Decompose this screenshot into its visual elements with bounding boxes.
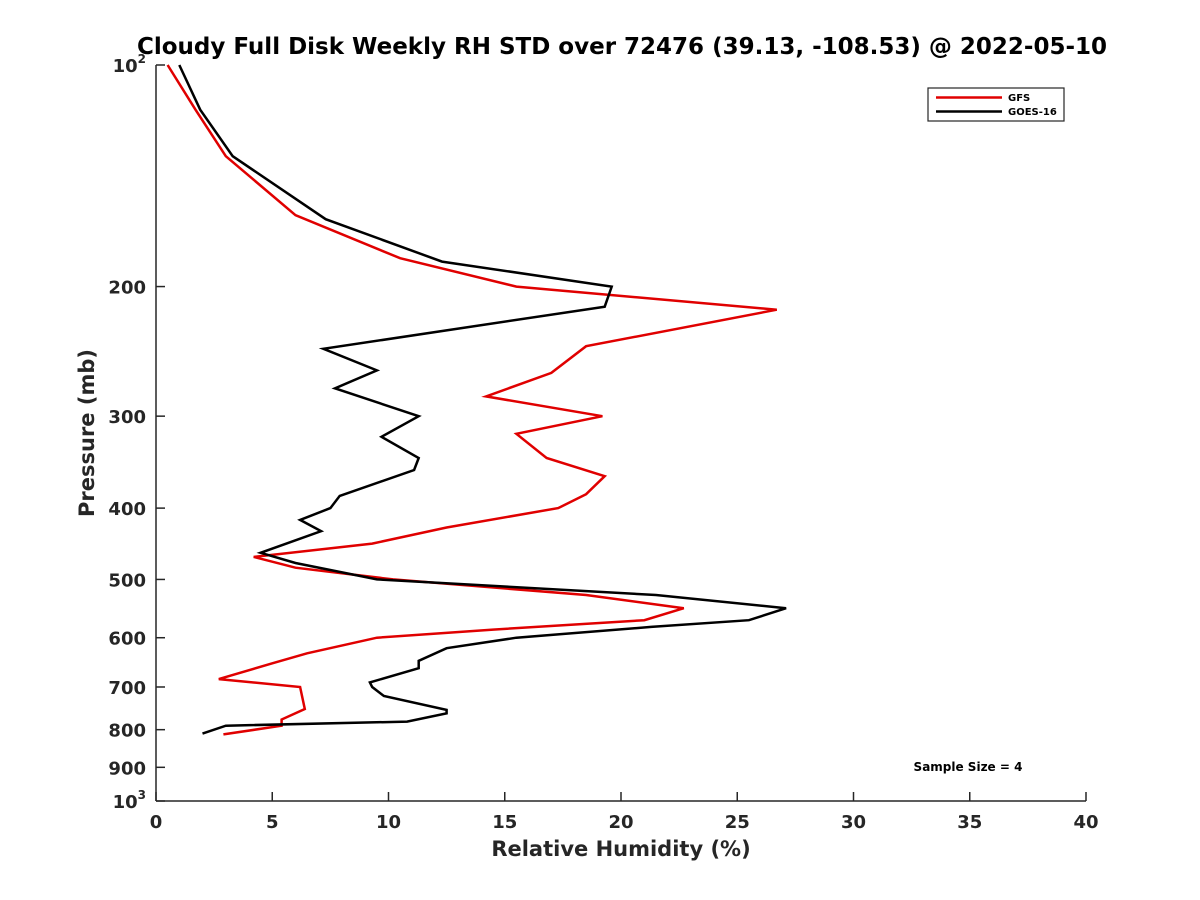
y-axis-label: Pressure (mb) [75,349,99,517]
x-tick-label: 5 [266,812,279,833]
y-tick-label: 500 [108,570,146,591]
chart-title: Cloudy Full Disk Weekly RH STD over 7247… [137,34,1107,60]
x-tick-label: 40 [1073,812,1098,833]
series-group [166,64,787,736]
x-tick-label: 35 [957,812,982,833]
y-tick-base: 10 [113,56,138,77]
sample-size-annotation: Sample Size = 4 [914,760,1023,774]
series-line-goes16 [178,64,787,735]
y-tick-exponent: 3 [138,788,146,802]
y-tick-label: 102 [113,52,146,77]
x-tick-label: 0 [150,812,163,833]
x-tick-label: 10 [376,812,401,833]
x-ticks: 0 5 10 15 20 25 30 35 40 [150,792,1099,833]
legend: GFS GOES-16 [927,87,1065,122]
x-tick-label: 15 [492,812,517,833]
y-tick-label: 600 [108,629,146,650]
x-axis-label: Relative Humidity (%) [491,837,750,861]
x-tick-label: 25 [725,812,750,833]
y-tick-label: 800 [108,721,146,742]
y-tick-label: 103 [113,788,146,813]
y-tick-base: 10 [113,792,138,813]
y-tick-exponent: 2 [138,52,146,66]
x-tick-label: 20 [608,812,633,833]
y-tick-label: 400 [108,499,146,520]
series-line-gfs [166,64,778,736]
axes [155,65,1086,802]
y-tick-label: 900 [108,758,146,779]
x-tick-label: 30 [841,812,866,833]
legend-box [927,87,1065,122]
y-tick-label: 700 [108,678,146,699]
legend-label-gfs: GFS [1008,93,1030,104]
legend-label-goes16: GOES-16 [1008,107,1057,118]
y-tick-label: 300 [108,407,146,428]
y-tick-label: 200 [108,278,146,299]
